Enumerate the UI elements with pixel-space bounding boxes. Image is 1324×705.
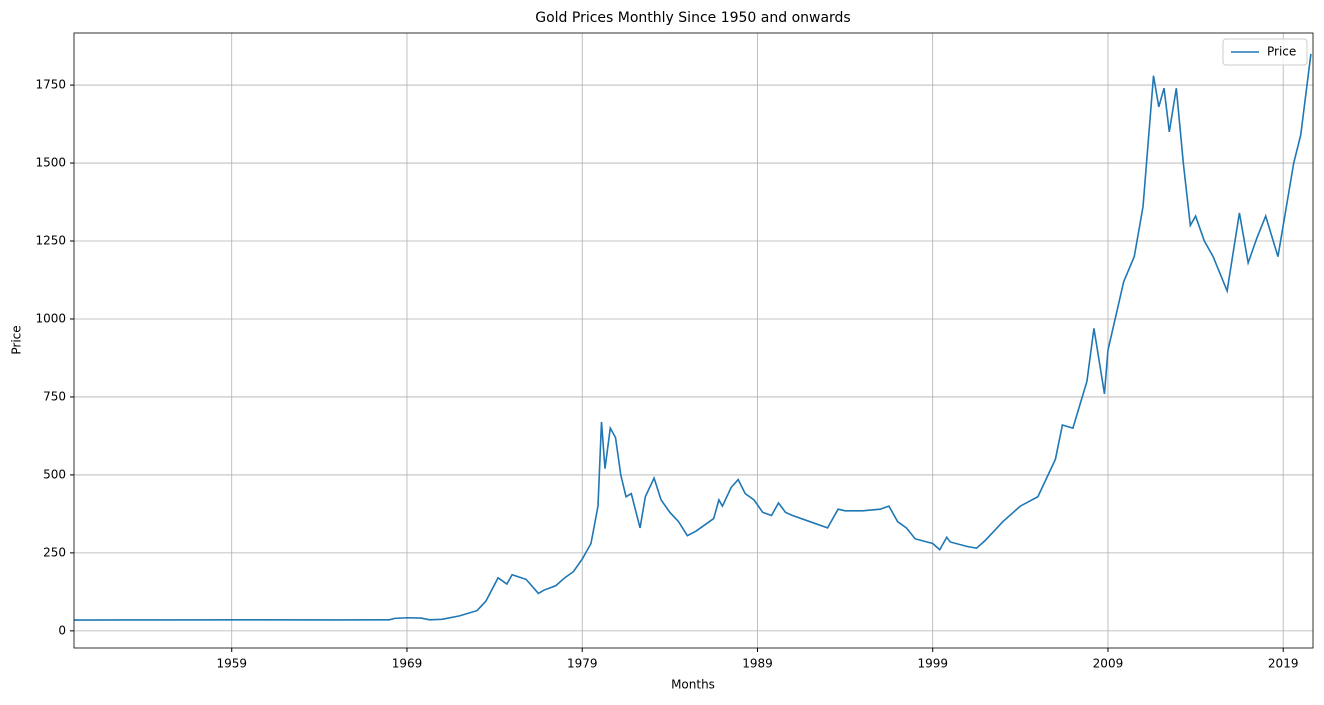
y-tick-label: 250: [43, 545, 66, 559]
y-axis-label: Price: [10, 325, 24, 354]
legend-box: [1222, 38, 1308, 66]
x-tick-label: 1989: [742, 657, 773, 671]
y-tick-label: 1000: [35, 311, 66, 325]
x-tick-label: 1959: [216, 657, 247, 671]
x-tick-label: 1999: [917, 657, 948, 671]
legend-label: Price: [1267, 45, 1296, 59]
x-tick-label: 2019: [1268, 657, 1299, 671]
x-tick-label: 1979: [567, 657, 598, 671]
plot-frame: [73, 32, 1314, 649]
x-axis-label: Months: [671, 678, 715, 692]
y-tick-label: 1250: [35, 234, 66, 248]
y-tick-label: 0: [58, 623, 66, 637]
y-tick-label: 1750: [35, 78, 66, 92]
y-tick-label: 750: [43, 389, 66, 403]
x-tick-label: 1969: [392, 657, 423, 671]
line: [73, 53, 1312, 621]
chart-title: Gold Prices Monthly Since 1950 and onwar…: [535, 10, 850, 26]
legend: Price: [1222, 38, 1308, 66]
y-tick-label: 1500: [35, 156, 66, 170]
y-tick-label: 500: [43, 467, 66, 481]
x-tick-label: 2009: [1093, 657, 1124, 671]
